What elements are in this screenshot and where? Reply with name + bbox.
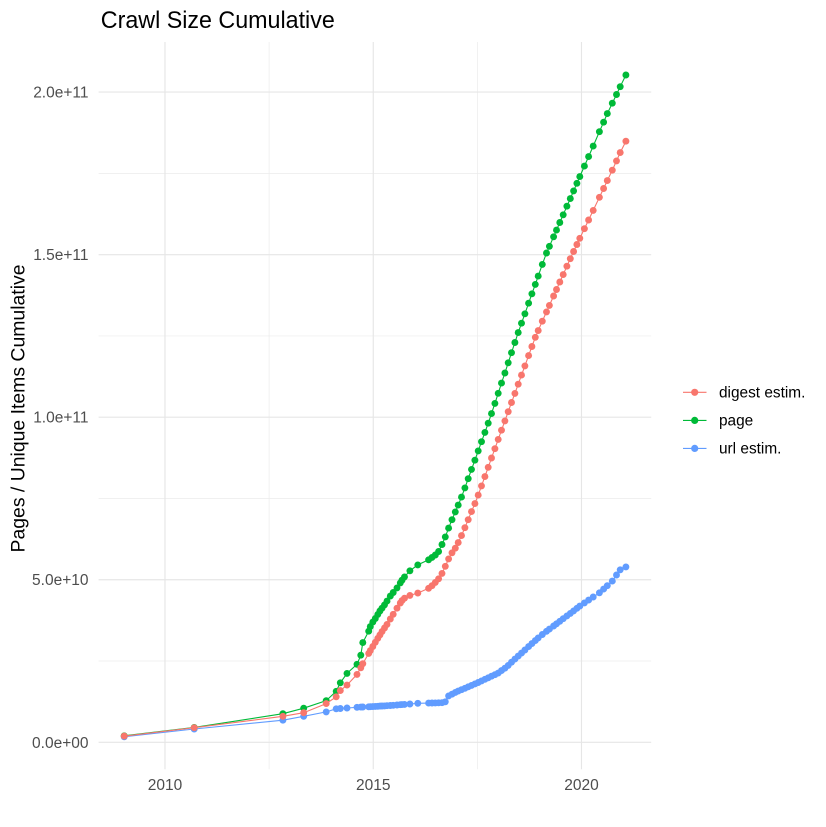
svg-text:5.0e+10: 5.0e+10: [32, 572, 89, 589]
svg-text:page: page: [719, 413, 753, 430]
svg-text:2010: 2010: [148, 777, 183, 794]
svg-text:1.5e+11: 1.5e+11: [33, 247, 88, 264]
svg-text:2020: 2020: [564, 777, 599, 794]
svg-text:url estim.: url estim.: [719, 441, 781, 458]
svg-text:2015: 2015: [356, 777, 390, 794]
svg-text:1.0e+11: 1.0e+11: [33, 410, 88, 427]
svg-text:2.0e+11: 2.0e+11: [33, 85, 88, 102]
svg-text:Pages / Unique Items Cumulativ: Pages / Unique Items Cumulative: [7, 265, 29, 553]
svg-text:digest estim.: digest estim.: [719, 385, 805, 402]
svg-text:0.0e+00: 0.0e+00: [32, 735, 89, 752]
svg-text:Crawl Size Cumulative: Crawl Size Cumulative: [101, 7, 335, 34]
